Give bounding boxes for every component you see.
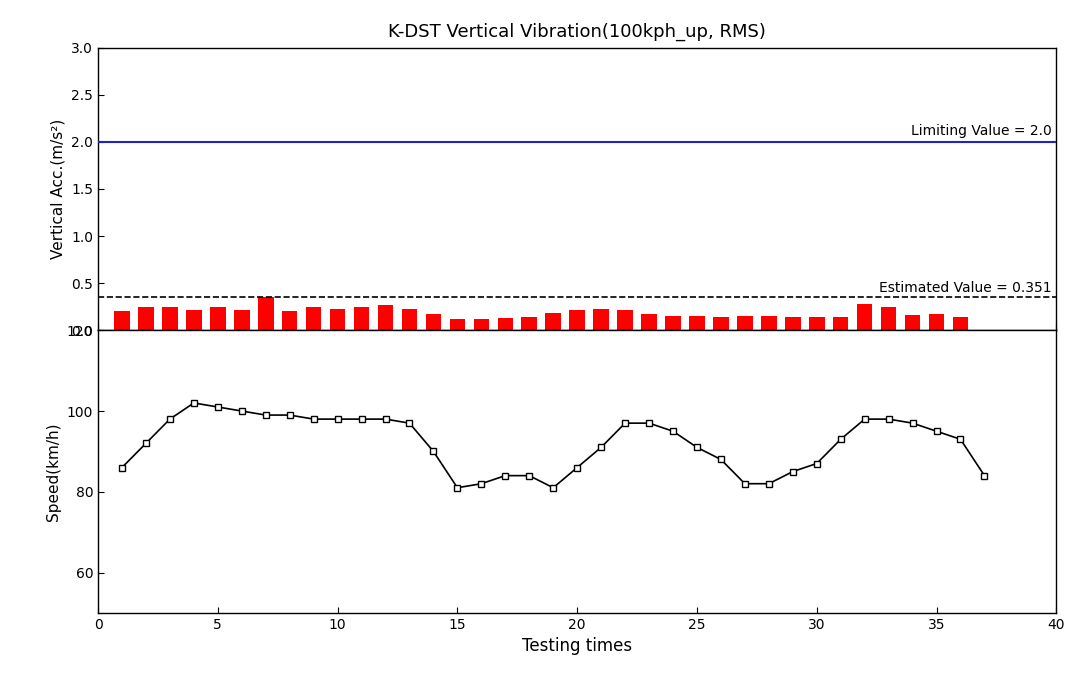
Title: K-DST Vertical Vibration(100kph_up, RMS): K-DST Vertical Vibration(100kph_up, RMS) bbox=[389, 22, 766, 41]
Bar bbox=[761, 316, 776, 330]
Bar bbox=[857, 304, 872, 330]
Bar bbox=[114, 311, 130, 330]
Bar bbox=[785, 317, 800, 330]
Bar bbox=[378, 305, 393, 330]
Bar bbox=[402, 308, 417, 330]
Y-axis label: Speed(km/h): Speed(km/h) bbox=[46, 422, 61, 521]
Bar bbox=[881, 306, 896, 330]
Bar bbox=[186, 310, 201, 330]
Text: Limiting Value = 2.0: Limiting Value = 2.0 bbox=[910, 124, 1052, 138]
Bar bbox=[594, 308, 609, 330]
Bar bbox=[617, 310, 633, 330]
Bar bbox=[234, 310, 249, 330]
Bar bbox=[306, 306, 321, 330]
Text: Estimated Value = 0.351: Estimated Value = 0.351 bbox=[879, 281, 1052, 296]
Bar bbox=[450, 319, 465, 330]
Y-axis label: Vertical Acc.(m/s²): Vertical Acc.(m/s²) bbox=[50, 119, 65, 259]
Bar bbox=[258, 298, 273, 330]
Bar bbox=[665, 316, 681, 330]
Bar bbox=[570, 310, 585, 330]
Bar bbox=[498, 318, 513, 330]
Bar bbox=[905, 315, 920, 330]
Bar bbox=[809, 317, 824, 330]
Bar bbox=[546, 313, 561, 330]
Bar bbox=[689, 316, 705, 330]
Bar bbox=[929, 314, 944, 330]
Bar bbox=[330, 308, 345, 330]
Bar bbox=[953, 317, 968, 330]
Bar bbox=[138, 306, 154, 330]
Bar bbox=[354, 306, 369, 330]
Bar bbox=[522, 317, 537, 330]
Bar bbox=[210, 306, 225, 330]
X-axis label: Testing times: Testing times bbox=[522, 637, 633, 655]
Bar bbox=[833, 317, 848, 330]
Bar bbox=[474, 319, 489, 330]
Bar bbox=[641, 314, 657, 330]
Bar bbox=[713, 317, 729, 330]
Bar bbox=[282, 311, 297, 330]
Bar bbox=[426, 314, 441, 330]
Bar bbox=[737, 316, 752, 330]
Bar bbox=[162, 306, 178, 330]
